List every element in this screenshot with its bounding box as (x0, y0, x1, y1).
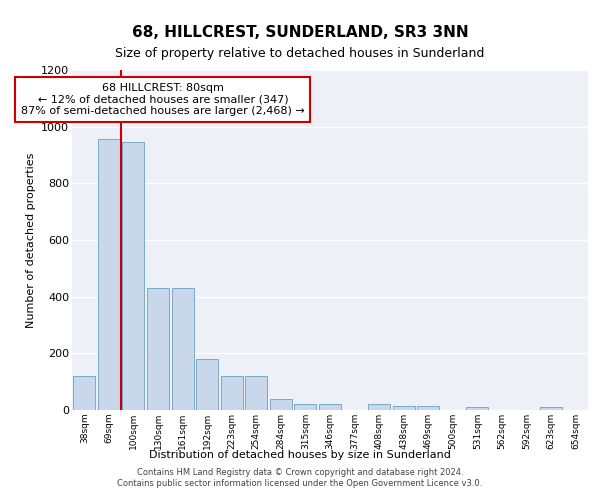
Bar (172, 288, 194, 410)
Text: Size of property relative to detached houses in Sunderland: Size of property relative to detached ho… (115, 48, 485, 60)
Text: 68 HILLCREST: 80sqm
← 12% of detached houses are smaller (347)
87% of semi-detac: 68 HILLCREST: 80sqm ← 12% of detached ho… (21, 82, 305, 116)
Bar (196, 359, 218, 410)
Bar (319, 404, 341, 410)
Text: Contains HM Land Registry data © Crown copyright and database right 2024.
Contai: Contains HM Land Registry data © Crown c… (118, 468, 482, 487)
Bar (540, 407, 562, 410)
Bar (122, 142, 145, 410)
Bar (392, 406, 415, 410)
Bar (245, 376, 268, 410)
Bar (98, 140, 120, 410)
Bar (73, 376, 95, 410)
Text: 68, HILLCREST, SUNDERLAND, SR3 3NN: 68, HILLCREST, SUNDERLAND, SR3 3NN (131, 25, 469, 40)
Bar (368, 404, 390, 410)
Text: Distribution of detached houses by size in Sunderland: Distribution of detached houses by size … (149, 450, 451, 460)
Bar (295, 404, 316, 410)
Bar (221, 376, 243, 410)
Bar (417, 406, 439, 410)
Bar (466, 407, 488, 410)
Y-axis label: Number of detached properties: Number of detached properties (26, 152, 35, 328)
Bar (147, 288, 169, 410)
Bar (270, 398, 292, 410)
